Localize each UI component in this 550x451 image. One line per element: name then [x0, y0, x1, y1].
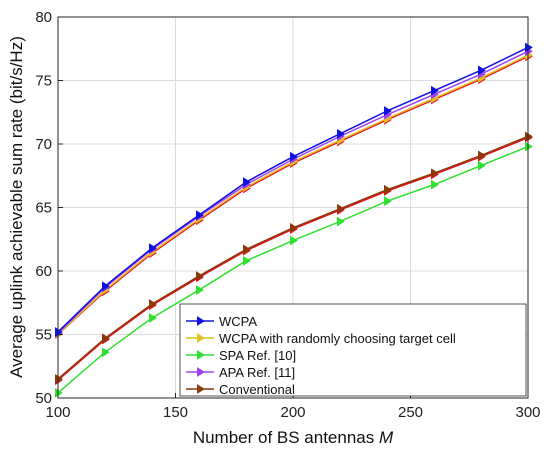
series-point [196, 210, 204, 221]
series-point [384, 184, 392, 195]
series-point [337, 128, 345, 139]
legend-swatch-marker [197, 316, 205, 326]
series-point [196, 285, 204, 296]
series-point [384, 196, 392, 207]
series-0 [55, 42, 533, 337]
series-point [55, 373, 63, 384]
legend-label: APA Ref. [11] [219, 365, 295, 380]
x-tick-label: 150 [163, 404, 188, 421]
series-point [243, 244, 251, 255]
series-point [337, 216, 345, 227]
series-point [290, 151, 298, 162]
legend-swatch-marker [197, 367, 205, 377]
series-point [525, 141, 533, 152]
legend-label: WCPA with randomly choosing target cell [219, 331, 456, 346]
y-tick-label: 55 [35, 327, 52, 344]
series-point [431, 85, 439, 96]
series-point [102, 281, 110, 292]
legend-label: Conventional [219, 382, 295, 397]
series-4 [55, 131, 533, 384]
series-point [102, 333, 110, 344]
grid [57, 16, 529, 399]
series-point [243, 177, 251, 188]
series-point [478, 65, 486, 76]
series-point [149, 243, 157, 254]
series-point [102, 347, 110, 358]
series-point [243, 255, 251, 266]
series-layer [55, 42, 533, 398]
series-point [55, 387, 63, 398]
legend-item: Conventional [186, 382, 295, 397]
series-2 [55, 141, 533, 398]
legend-label: WCPA [219, 314, 257, 329]
y-tick-label: 80 [35, 9, 52, 26]
legend-swatch-marker [197, 350, 205, 360]
x-axis-label: Number of BS antennas M [193, 428, 394, 447]
legend-label: SPA Ref. [10] [219, 348, 296, 363]
series-point [431, 179, 439, 190]
series-point [478, 150, 486, 161]
y-axis-label: Average uplink achievable sum rate (bit/… [7, 36, 26, 378]
y-tick-label: 75 [35, 73, 52, 90]
x-tick-label: 250 [398, 404, 423, 421]
series-point [431, 168, 439, 179]
series-point [149, 299, 157, 309]
series-point [525, 131, 533, 142]
series-point [384, 106, 392, 116]
y-tick-label: 60 [35, 263, 52, 280]
series-point [525, 42, 533, 53]
legend-item: WCPA [186, 314, 257, 329]
series-point [196, 271, 204, 282]
series-point [149, 313, 157, 323]
legend-item: APA Ref. [11] [186, 365, 295, 380]
series-point [290, 235, 298, 246]
series-point [290, 222, 298, 233]
y-tick-label: 70 [35, 136, 52, 153]
y-tick-label: 65 [35, 200, 52, 217]
legend-item: WCPA with randomly choosing target cell [186, 331, 456, 346]
x-tick-label: 100 [45, 404, 70, 421]
x-tick-label: 200 [280, 404, 305, 421]
ticks: 100 150 200 250 300 50 55 60 65 70 75 80 [35, 9, 540, 421]
y-tick-label: 50 [35, 390, 52, 407]
legend-swatch-marker [197, 384, 205, 394]
legend-box [179, 303, 527, 397]
series-point [478, 160, 486, 171]
series-point [337, 203, 345, 214]
legend-swatch-marker [197, 333, 205, 343]
legend-item: SPA Ref. [10] [186, 348, 296, 363]
x-tick-label: 300 [515, 404, 540, 421]
legend: WCPA WCPA with randomly choosing target c… [179, 303, 527, 397]
